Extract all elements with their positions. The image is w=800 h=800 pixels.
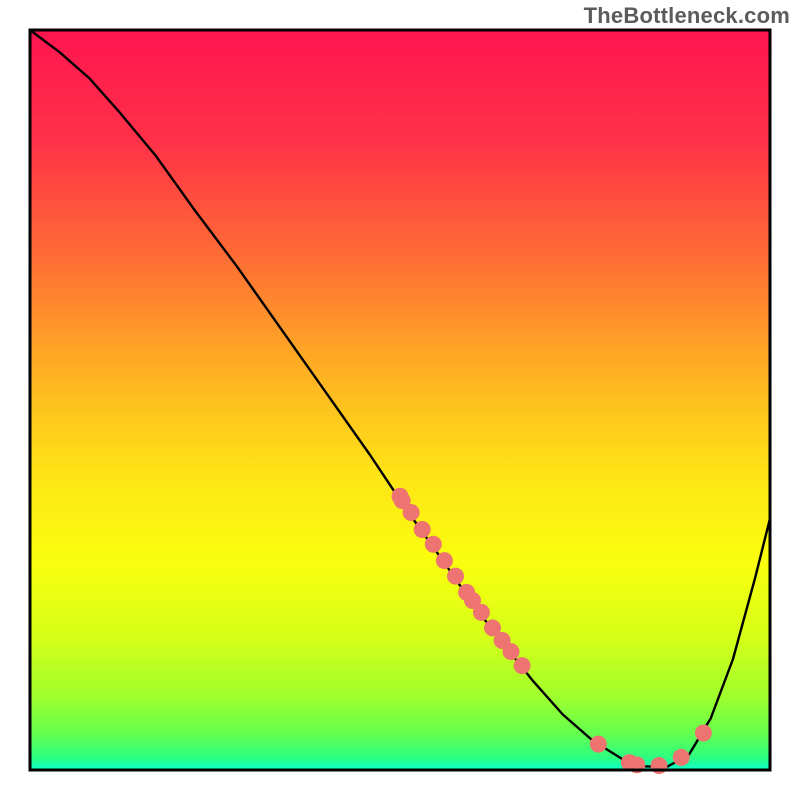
chart-container: TheBottleneck.com xyxy=(0,0,800,800)
curve-marker xyxy=(514,657,531,674)
curve-marker xyxy=(403,504,420,521)
curve-marker xyxy=(473,604,490,621)
curve-marker xyxy=(503,643,520,660)
bottleneck-chart xyxy=(0,0,800,800)
curve-marker xyxy=(436,552,453,569)
curve-marker xyxy=(590,736,607,753)
curve-marker xyxy=(695,725,712,742)
curve-marker xyxy=(414,521,431,538)
curve-marker xyxy=(447,568,464,585)
watermark-text: TheBottleneck.com xyxy=(584,3,790,29)
curve-marker xyxy=(673,749,690,766)
plot-background xyxy=(30,30,770,770)
curve-marker xyxy=(651,757,668,774)
curve-marker xyxy=(425,536,442,553)
